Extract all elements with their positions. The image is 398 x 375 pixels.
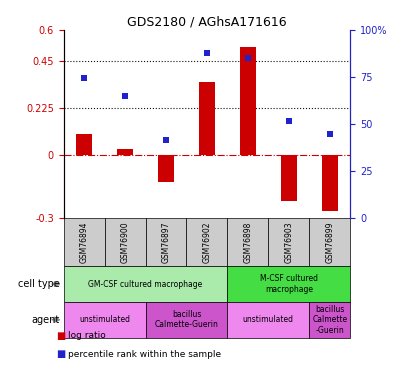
Bar: [199, 82, 215, 155]
Bar: [76, 134, 92, 155]
Bar: [158, 155, 174, 182]
Bar: [309, 217, 350, 266]
Bar: [227, 302, 309, 338]
Text: GSM76899: GSM76899: [325, 221, 334, 262]
Text: GSM76902: GSM76902: [203, 221, 211, 262]
Text: cell type: cell type: [18, 279, 60, 289]
Text: unstimulated: unstimulated: [243, 315, 294, 324]
Text: GSM76898: GSM76898: [244, 221, 252, 262]
Text: ■: ■: [56, 350, 65, 359]
Bar: [309, 302, 350, 338]
Bar: [227, 266, 350, 302]
Text: M-CSF cultured
macrophage: M-CSF cultured macrophage: [260, 274, 318, 294]
Bar: [64, 302, 146, 338]
Text: GSM76894: GSM76894: [80, 221, 89, 262]
Bar: [146, 217, 187, 266]
Bar: [227, 217, 268, 266]
Bar: [105, 217, 146, 266]
Text: GSM76900: GSM76900: [121, 221, 130, 262]
Text: GSM76897: GSM76897: [162, 221, 170, 262]
Text: ■: ■: [56, 331, 65, 340]
Text: bacillus
Calmette-Guerin: bacillus Calmette-Guerin: [154, 310, 219, 329]
Bar: [281, 155, 297, 201]
Bar: [146, 302, 227, 338]
Bar: [322, 155, 338, 211]
Bar: [187, 217, 227, 266]
Title: GDS2180 / AGhsA171616: GDS2180 / AGhsA171616: [127, 16, 287, 29]
Bar: [64, 217, 105, 266]
Text: agent: agent: [31, 315, 60, 325]
Text: percentile rank within the sample: percentile rank within the sample: [68, 350, 221, 359]
Text: unstimulated: unstimulated: [79, 315, 130, 324]
Bar: [64, 266, 227, 302]
Text: log ratio: log ratio: [68, 331, 105, 340]
Bar: [117, 149, 133, 155]
Text: GSM76903: GSM76903: [284, 221, 293, 262]
Bar: [268, 217, 309, 266]
Text: GM-CSF cultured macrophage: GM-CSF cultured macrophage: [88, 280, 203, 289]
Bar: [240, 46, 256, 155]
Text: bacillus
Calmette
-Guerin: bacillus Calmette -Guerin: [312, 305, 347, 334]
